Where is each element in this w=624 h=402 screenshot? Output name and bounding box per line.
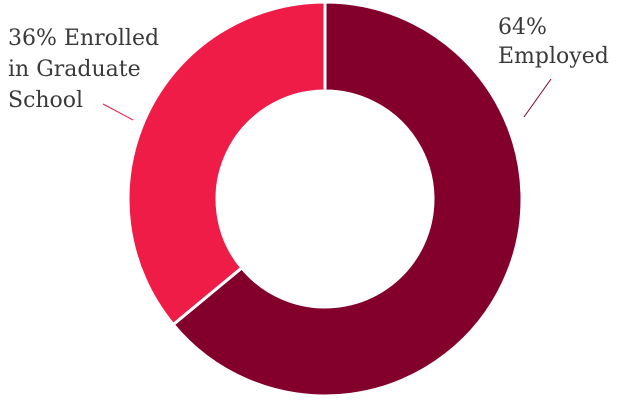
slice-label-graduate-school: 36% Enrolled in Graduate School: [8, 26, 159, 121]
slice-label-employed: 64% Employed: [498, 15, 609, 118]
grad-label-line-2: in Graduate: [8, 57, 141, 82]
slice-enrolled-in-graduate-school: [126, 0, 327, 327]
employed-leader-line: [523, 78, 552, 118]
grad-label-line-3: School: [8, 88, 83, 113]
slices-group: [126, 0, 524, 398]
employed-label-line-2: Employed: [498, 44, 609, 69]
slice-employed: [171, 0, 524, 398]
grad-label-line-1: 36% Enrolled: [8, 26, 159, 51]
employed-label-line-1: 64%: [498, 15, 547, 40]
grad-leader-line: [102, 103, 134, 121]
